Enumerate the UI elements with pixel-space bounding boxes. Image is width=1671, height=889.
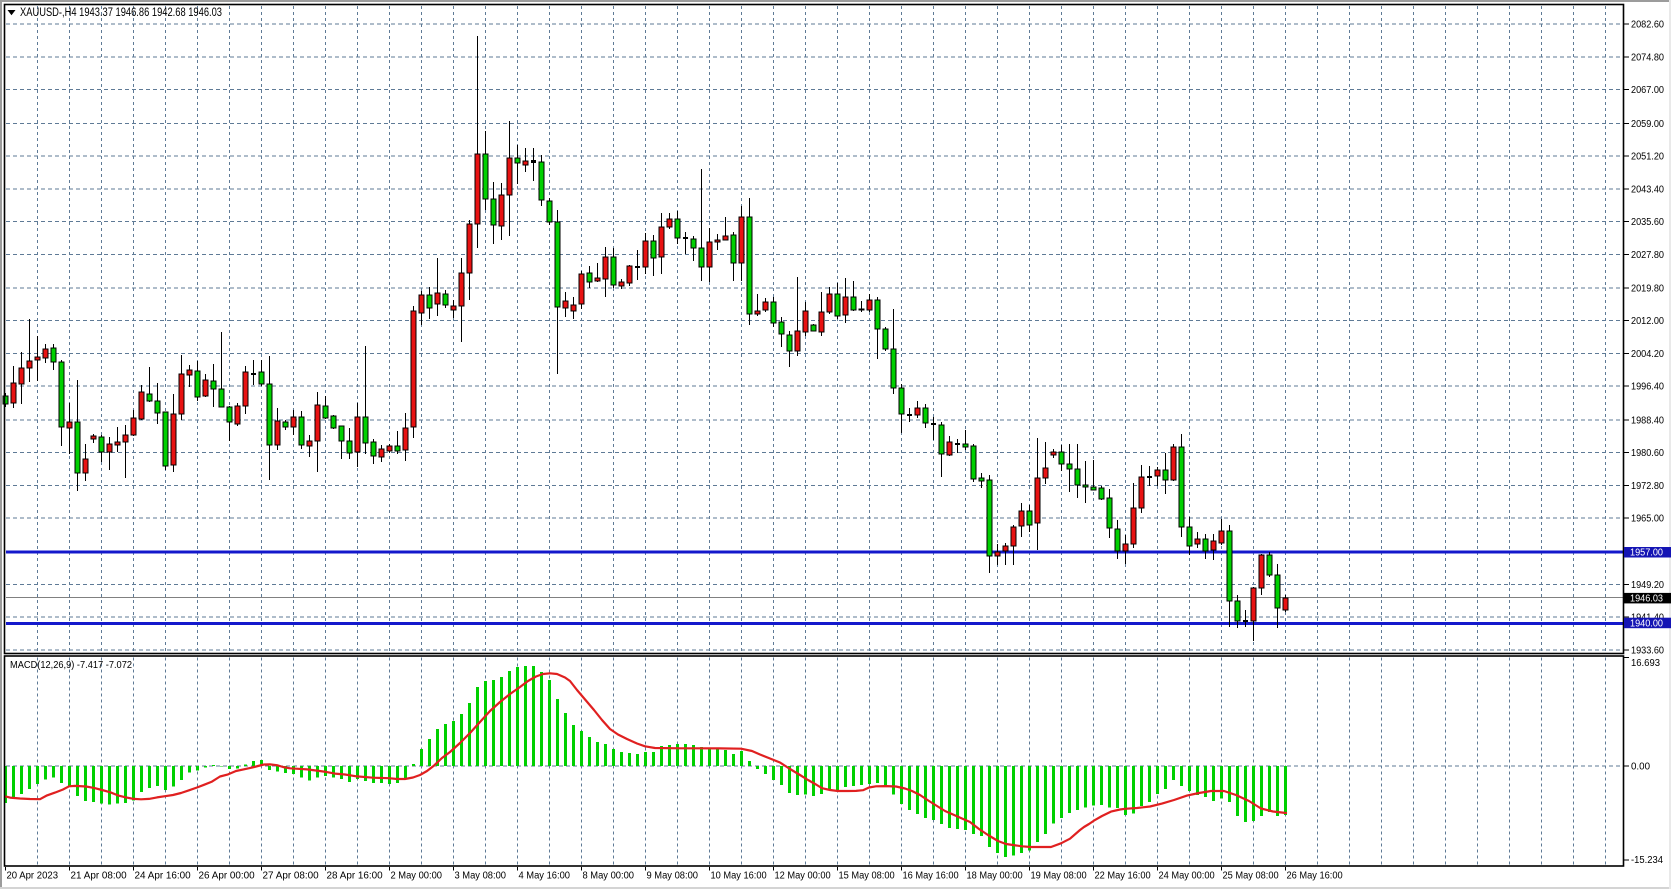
svg-text:9 May 08:00: 9 May 08:00 [647, 871, 699, 882]
svg-text:16 May 16:00: 16 May 16:00 [903, 871, 960, 882]
svg-text:2 May 00:00: 2 May 00:00 [391, 871, 443, 882]
svg-text:25 May 08:00: 25 May 08:00 [1223, 871, 1280, 882]
svg-text:0.00: 0.00 [1631, 762, 1650, 773]
svg-text:10 May 16:00: 10 May 16:00 [711, 871, 768, 882]
svg-text:1980.60: 1980.60 [1631, 448, 1664, 459]
svg-text:21 Apr 08:00: 21 Apr 08:00 [71, 871, 128, 882]
svg-text:2012.00: 2012.00 [1631, 316, 1664, 327]
svg-text:18 May 00:00: 18 May 00:00 [967, 871, 1024, 882]
svg-text:XAUUSD-,H4 1943.37 1946.86 19: XAUUSD-,H4 1943.37 1946.86 1942.68 1946.… [20, 7, 222, 19]
svg-text:2035.60: 2035.60 [1631, 217, 1664, 228]
svg-text:2059.00: 2059.00 [1631, 119, 1664, 130]
svg-text:1965.00: 1965.00 [1631, 514, 1664, 525]
svg-text:1933.60: 1933.60 [1631, 645, 1664, 656]
svg-text:24 Apr 16:00: 24 Apr 16:00 [135, 871, 192, 882]
svg-text:4 May 16:00: 4 May 16:00 [519, 871, 571, 882]
svg-text:2074.80: 2074.80 [1631, 53, 1664, 64]
svg-text:-15.234: -15.234 [1631, 855, 1663, 866]
svg-text:2043.40: 2043.40 [1631, 184, 1664, 195]
svg-text:27 Apr 08:00: 27 Apr 08:00 [263, 871, 320, 882]
svg-text:19 May 08:00: 19 May 08:00 [1031, 871, 1088, 882]
svg-text:26 May 16:00: 26 May 16:00 [1287, 871, 1344, 882]
svg-text:1940.00: 1940.00 [1630, 618, 1663, 629]
svg-text:2067.00: 2067.00 [1631, 85, 1664, 96]
svg-text:1996.40: 1996.40 [1631, 382, 1664, 393]
svg-text:MACD(12,26,9) -7.417 -7.072: MACD(12,26,9) -7.417 -7.072 [10, 660, 132, 671]
svg-text:26 Apr 00:00: 26 Apr 00:00 [199, 871, 256, 882]
svg-text:8 May 00:00: 8 May 00:00 [583, 871, 635, 882]
svg-text:2004.20: 2004.20 [1631, 349, 1664, 360]
svg-text:12 May 00:00: 12 May 00:00 [775, 871, 832, 882]
svg-text:2019.80: 2019.80 [1631, 283, 1664, 294]
svg-text:24 May 00:00: 24 May 00:00 [1159, 871, 1216, 882]
svg-text:1957.00: 1957.00 [1630, 548, 1663, 559]
svg-text:2027.80: 2027.80 [1631, 250, 1664, 261]
svg-text:2051.20: 2051.20 [1631, 152, 1664, 163]
svg-text:3 May 08:00: 3 May 08:00 [455, 871, 507, 882]
svg-text:28 Apr 16:00: 28 Apr 16:00 [327, 871, 384, 882]
svg-text:15 May 08:00: 15 May 08:00 [839, 871, 896, 882]
svg-text:1946.03: 1946.03 [1630, 594, 1663, 605]
svg-text:1949.20: 1949.20 [1631, 580, 1664, 591]
svg-text:16.693: 16.693 [1631, 658, 1660, 669]
svg-text:20 Apr 2023: 20 Apr 2023 [7, 871, 59, 882]
svg-text:1972.80: 1972.80 [1631, 481, 1664, 492]
svg-text:22 May 16:00: 22 May 16:00 [1095, 871, 1152, 882]
svg-text:1988.40: 1988.40 [1631, 415, 1664, 426]
svg-text:2082.60: 2082.60 [1631, 20, 1664, 31]
